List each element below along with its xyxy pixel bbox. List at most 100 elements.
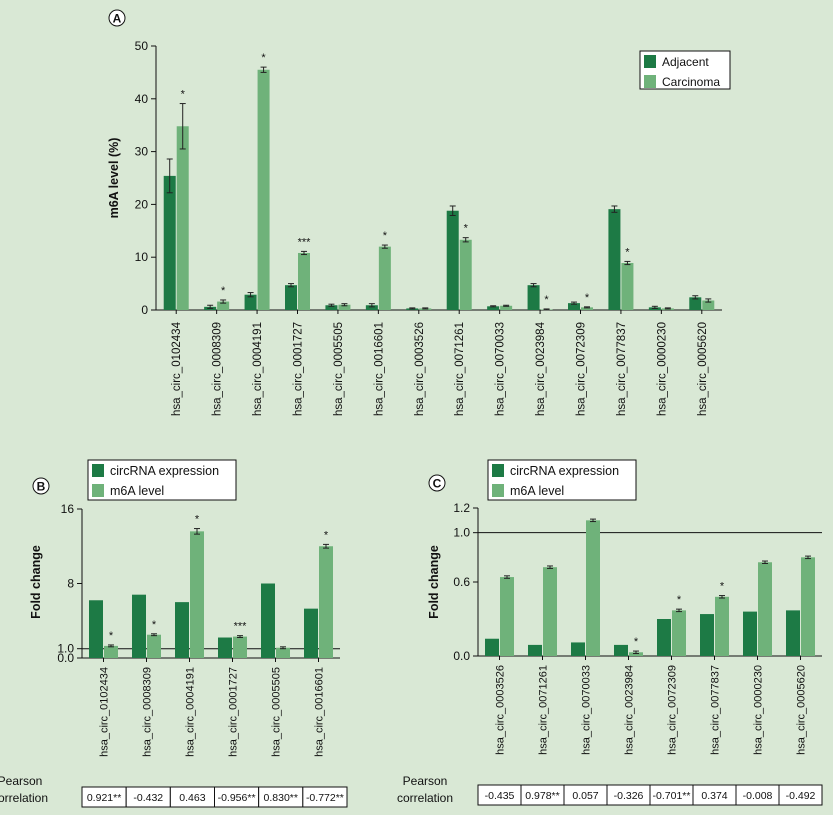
panel-a-chart: m6A level (%) 0 10 20 30 40 50 * hsa_circ_010243… <box>107 39 731 416</box>
panel-label-b: B <box>32 477 50 495</box>
legend-box <box>487 459 637 501</box>
legend-swatch <box>92 464 104 477</box>
significance-marker: * <box>195 514 200 526</box>
pearson-value: 0.830** <box>264 792 298 804</box>
significance-marker: * <box>383 230 388 242</box>
y-axis-label: Fold change <box>427 545 441 619</box>
category-label: hsa_circ_0102434 <box>171 321 183 416</box>
bar-series1 <box>446 210 459 310</box>
bar-series1 <box>571 642 585 656</box>
bar-series2 <box>581 307 593 310</box>
y-tick-label: 1.0 <box>57 642 74 656</box>
correlation-label: correlation <box>397 791 453 805</box>
bar-series2 <box>233 636 247 658</box>
bar-series2 <box>338 304 351 310</box>
category-label: hsa_circ_0004191 <box>252 322 264 416</box>
significance-marker: * <box>544 294 549 306</box>
significance-marker: * <box>585 292 590 304</box>
pearson-value: -0.008 <box>743 790 773 802</box>
bar-series1 <box>175 602 189 658</box>
bar-series1 <box>527 285 540 310</box>
significance-marker: *** <box>298 236 312 248</box>
bar-series2 <box>715 596 729 656</box>
category-label: hsa_circ_0070033 <box>495 322 507 416</box>
bar-series2 <box>319 546 333 658</box>
bar-series1 <box>89 600 103 658</box>
legend-swatch <box>492 484 504 497</box>
significance-marker: * <box>324 529 329 541</box>
category-label: hsa_circ_0005505 <box>333 322 345 416</box>
legend-swatch <box>644 75 656 88</box>
category-label: hsa_circ_0072309 <box>667 665 679 755</box>
significance-marker: * <box>720 581 725 593</box>
category-label: hsa_circ_0016601 <box>373 322 385 416</box>
category-label: hsa_circ_0102434 <box>99 667 111 757</box>
bar-series2 <box>672 610 686 656</box>
bar-series1 <box>365 305 378 310</box>
panel-c-chart: Fold change 0.0 0.6 1.0 1.2 hsa_circ_0003526 h… <box>397 459 823 806</box>
legend-box <box>87 459 237 501</box>
y-axis-label: m6A level (%) <box>107 138 121 219</box>
bar-series2 <box>298 252 310 310</box>
bar-series1 <box>132 594 146 658</box>
svg-text:A: A <box>113 12 122 26</box>
panel-label-a: A <box>108 9 126 27</box>
category-label: hsa_circ_0016601 <box>314 667 326 757</box>
category-label: hsa_circ_0000230 <box>656 322 668 416</box>
bar-series2 <box>276 647 290 658</box>
y-tick-label: 10 <box>135 250 149 264</box>
y-tick-label: 20 <box>135 197 149 211</box>
category-label: hsa_circ_0003526 <box>414 322 426 416</box>
pearson-value: -0.492 <box>786 790 816 802</box>
bar-series2 <box>758 562 772 656</box>
category-label: hsa_circ_0071261 <box>454 322 466 416</box>
significance-marker: * <box>181 89 186 101</box>
category-label: hsa_circ_0004191 <box>185 667 197 757</box>
pearson-label: Pearson <box>403 774 448 788</box>
y-tick-label: 0.6 <box>453 575 470 589</box>
legend-swatch <box>492 464 504 477</box>
category-label: hsa_circ_0001727 <box>228 667 240 757</box>
bar-series1 <box>700 614 714 656</box>
pearson-value: 0.463 <box>179 792 205 804</box>
bar-series2 <box>629 652 643 656</box>
bar-series2 <box>702 300 715 310</box>
pearson-cell <box>302 786 348 808</box>
y-tick-label: 16 <box>61 502 75 516</box>
bar-series1 <box>786 610 800 656</box>
legend-label: circRNA expression <box>510 464 619 478</box>
bar-series2 <box>801 557 815 656</box>
y-tick-label: 0.0 <box>453 649 470 663</box>
y-tick-label: 50 <box>135 39 149 53</box>
category-label: hsa_circ_0077837 <box>616 322 628 416</box>
pearson-value: -0.326 <box>614 790 644 802</box>
significance-marker: * <box>634 636 639 648</box>
legend-label: m6A level <box>510 484 564 498</box>
category-label: hsa_circ_0005620 <box>697 322 709 416</box>
bar-series2 <box>257 69 270 310</box>
bar-series1 <box>614 644 628 656</box>
bar-series2 <box>217 301 230 310</box>
pearson-cell <box>778 784 823 806</box>
bar-series1 <box>608 209 621 310</box>
pearson-value: -0.432 <box>133 792 163 804</box>
bar-series1 <box>485 638 499 656</box>
correlation-label: correlation <box>0 791 48 805</box>
bar-series2 <box>543 567 557 656</box>
category-label: hsa_circ_0000230 <box>753 665 765 755</box>
category-label: hsa_circ_0008309 <box>212 322 224 416</box>
panel-label-c: C <box>428 474 446 492</box>
pearson-value: 0.921** <box>87 792 121 804</box>
svg-text:B: B <box>37 480 46 494</box>
category-label: hsa_circ_0023984 <box>535 321 547 416</box>
significance-marker: * <box>152 619 157 631</box>
bar-series1 <box>163 175 176 310</box>
pearson-value: -0.772** <box>306 792 344 804</box>
bar-series1 <box>244 294 257 310</box>
bar-series1 <box>528 644 542 656</box>
pearson-value: 0.978** <box>525 790 559 802</box>
pearson-value: -0.435 <box>485 790 515 802</box>
legend: circRNA expression m6A level <box>87 459 237 501</box>
category-label: hsa_circ_0072309 <box>576 322 588 416</box>
